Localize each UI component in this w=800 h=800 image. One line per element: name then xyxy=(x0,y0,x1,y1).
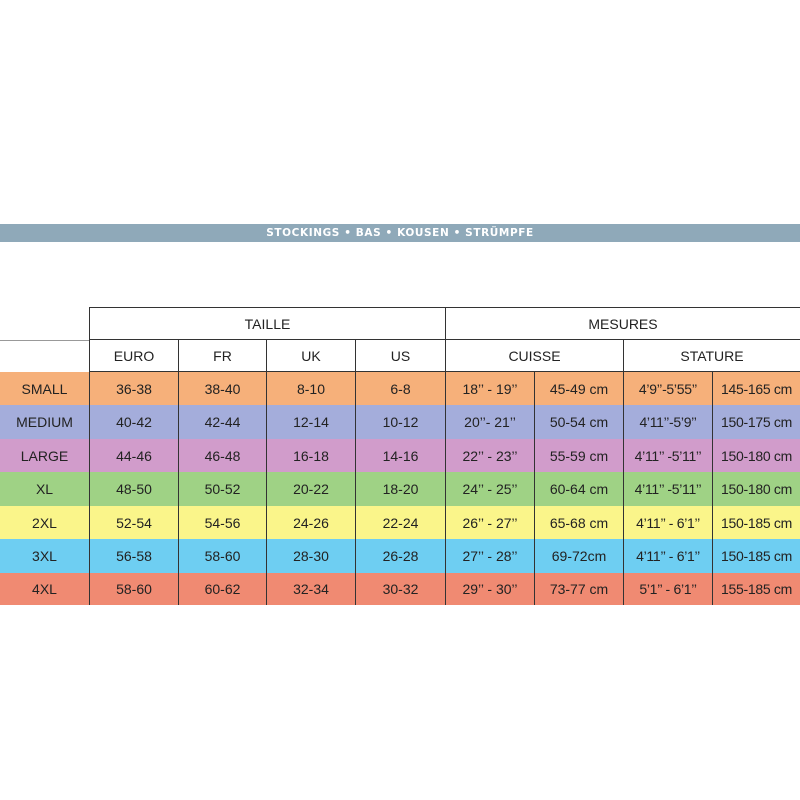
header-uk: UK xyxy=(266,340,355,372)
fr-value: 54-56 xyxy=(178,506,266,539)
size-label: SMALL xyxy=(0,372,89,405)
us-value: 26-28 xyxy=(355,539,445,573)
cuisse-cm: 55-59 cm xyxy=(534,439,623,472)
stature-cm: 145-165 cm xyxy=(712,372,800,405)
fr-value: 60-62 xyxy=(178,573,266,605)
us-value: 22-24 xyxy=(355,506,445,539)
cuisse-inches: 26’’ - 27’’ xyxy=(445,506,534,539)
size-label: XL xyxy=(0,472,89,506)
euro-value: 48-50 xyxy=(89,472,178,506)
stature-cm: 155-185 cm xyxy=(712,573,800,605)
size-label: 3XL xyxy=(0,539,89,573)
banner-title: STOCKINGS • BAS • KOUSEN • STRÜMPFE xyxy=(0,224,800,242)
uk-value: 16-18 xyxy=(266,439,355,472)
fr-value: 50-52 xyxy=(178,472,266,506)
stature-feet: 4’11’’-5’9’’ xyxy=(623,405,712,439)
cuisse-inches: 24’’ - 25’’ xyxy=(445,472,534,506)
header-cuisse: CUISSE xyxy=(445,340,623,372)
size-label: LARGE xyxy=(0,439,89,472)
fr-value: 46-48 xyxy=(178,439,266,472)
header-us: US xyxy=(355,340,445,372)
corner-cell-2 xyxy=(0,340,89,372)
uk-value: 32-34 xyxy=(266,573,355,605)
stature-feet: 4’11’’ - 6’1’’ xyxy=(623,506,712,539)
header-euro: EURO xyxy=(89,340,178,372)
euro-value: 58-60 xyxy=(89,573,178,605)
cuisse-inches: 27’’ - 28’’ xyxy=(445,539,534,573)
stature-feet: 4’9’’-5’55’’ xyxy=(623,372,712,405)
cuisse-inches: 18’’ - 19’’ xyxy=(445,372,534,405)
header-taille: TAILLE xyxy=(89,307,445,340)
cuisse-cm: 73-77 cm xyxy=(534,573,623,605)
us-value: 18-20 xyxy=(355,472,445,506)
euro-value: 44-46 xyxy=(89,439,178,472)
fr-value: 58-60 xyxy=(178,539,266,573)
header-stature: STATURE xyxy=(623,340,800,372)
stature-cm: 150-185 cm xyxy=(712,539,800,573)
us-value: 14-16 xyxy=(355,439,445,472)
cuisse-inches: 29’’ - 30’’ xyxy=(445,573,534,605)
stature-cm: 150-180 cm xyxy=(712,439,800,472)
euro-value: 52-54 xyxy=(89,506,178,539)
cuisse-cm: 45-49 cm xyxy=(534,372,623,405)
us-value: 30-32 xyxy=(355,573,445,605)
stature-cm: 150-175 cm xyxy=(712,405,800,439)
uk-value: 12-14 xyxy=(266,405,355,439)
stature-feet: 5’1’’ - 6’1’’ xyxy=(623,573,712,605)
stature-feet: 4’11’’ -5’11’’ xyxy=(623,472,712,506)
uk-value: 20-22 xyxy=(266,472,355,506)
stature-feet: 4’11’’ -5’11’’ xyxy=(623,439,712,472)
header-mesures: MESURES xyxy=(445,307,800,340)
fr-value: 38-40 xyxy=(178,372,266,405)
uk-value: 28-30 xyxy=(266,539,355,573)
euro-value: 40-42 xyxy=(89,405,178,439)
uk-value: 8-10 xyxy=(266,372,355,405)
size-chart-table: TAILLE MESURES EURO FR UK US CUISSE STAT… xyxy=(0,307,800,605)
cuisse-cm: 65-68 cm xyxy=(534,506,623,539)
us-value: 10-12 xyxy=(355,405,445,439)
euro-value: 36-38 xyxy=(89,372,178,405)
stature-cm: 150-185 cm xyxy=(712,506,800,539)
uk-value: 24-26 xyxy=(266,506,355,539)
cuisse-cm: 60-64 cm xyxy=(534,472,623,506)
cuisse-cm: 69-72cm xyxy=(534,539,623,573)
stature-feet: 4’11’’ - 6’1’’ xyxy=(623,539,712,573)
corner-cell xyxy=(0,307,89,340)
euro-value: 56-58 xyxy=(89,539,178,573)
fr-value: 42-44 xyxy=(178,405,266,439)
size-label: 4XL xyxy=(0,573,89,605)
size-label: 2XL xyxy=(0,506,89,539)
header-fr: FR xyxy=(178,340,266,372)
size-label: MEDIUM xyxy=(0,405,89,439)
cuisse-cm: 50-54 cm xyxy=(534,405,623,439)
stature-cm: 150-180 cm xyxy=(712,472,800,506)
cuisse-inches: 22’’ - 23’’ xyxy=(445,439,534,472)
cuisse-inches: 20’’- 21’’ xyxy=(445,405,534,439)
us-value: 6-8 xyxy=(355,372,445,405)
